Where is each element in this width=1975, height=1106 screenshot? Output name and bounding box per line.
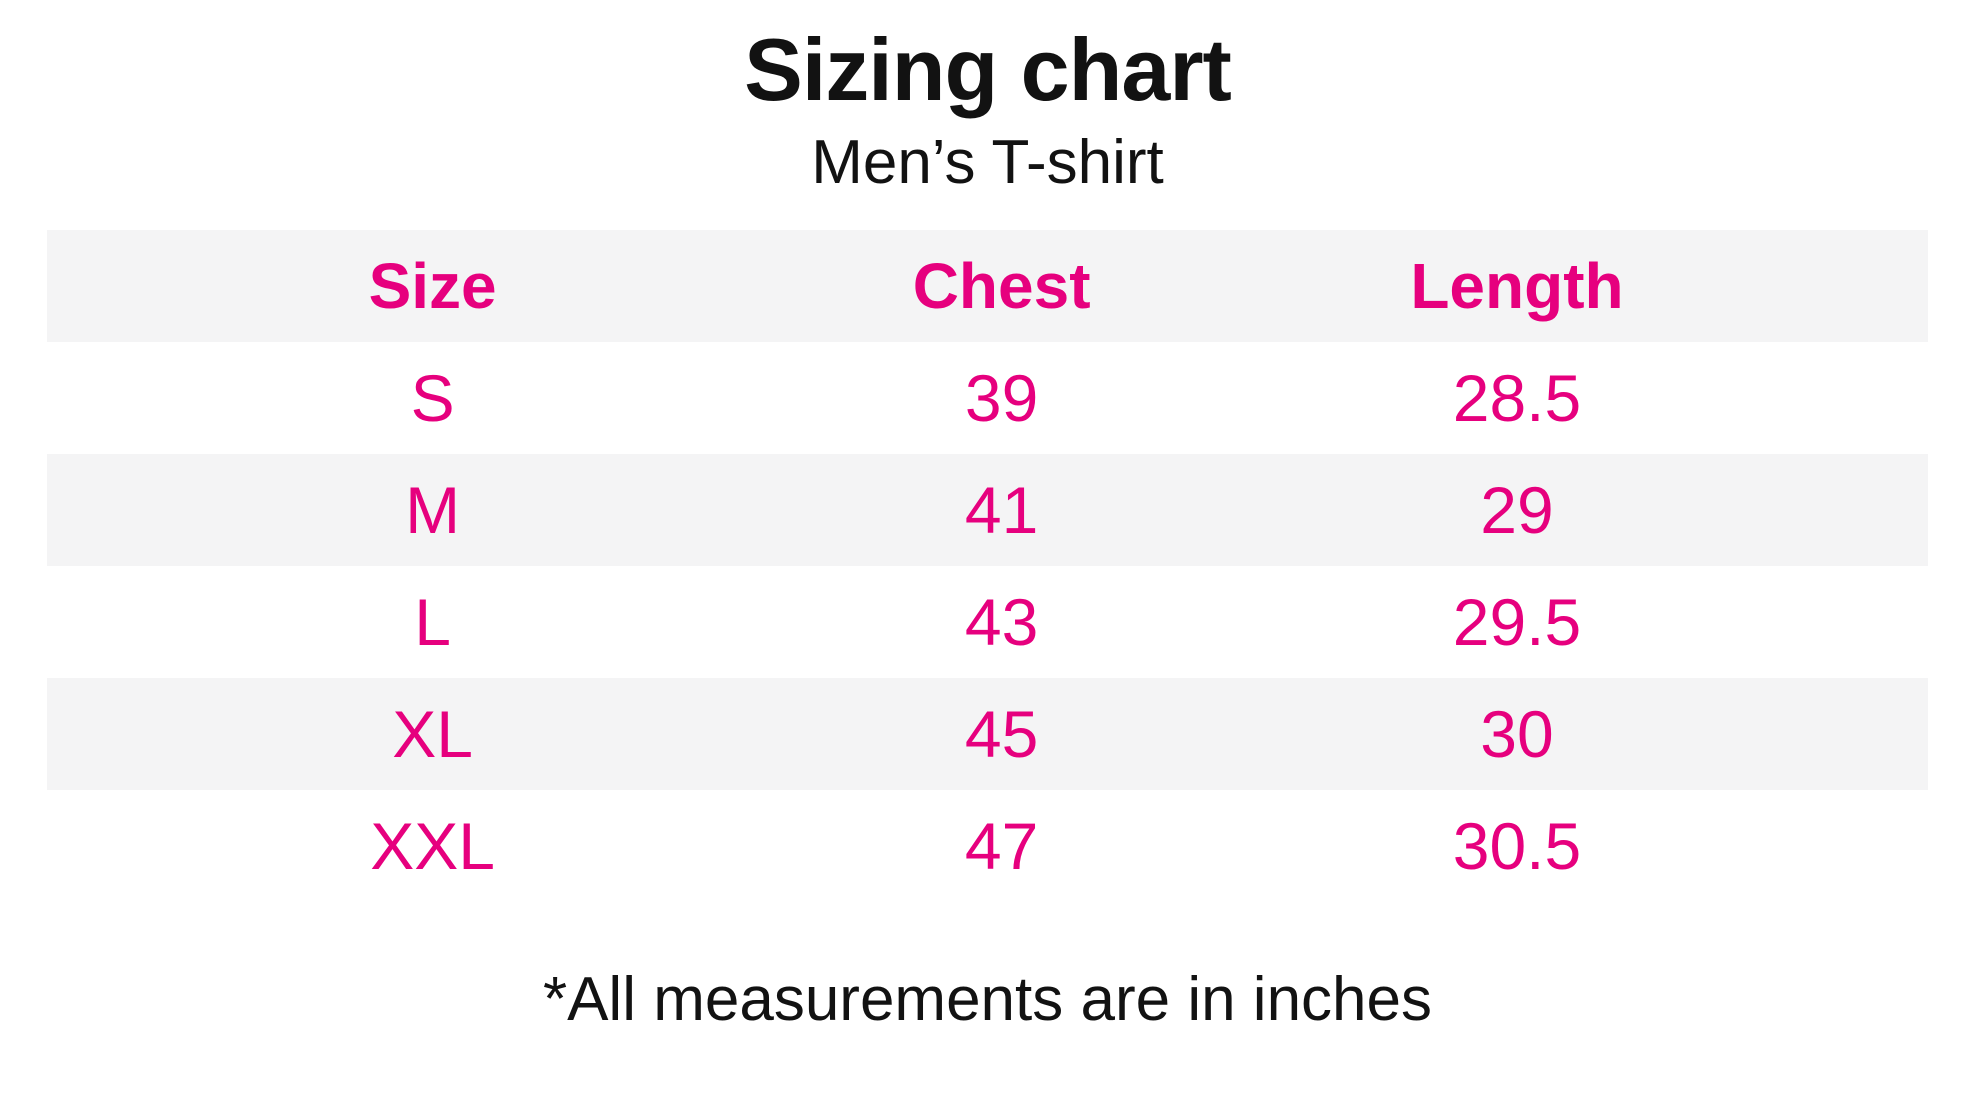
cell-length: 30 xyxy=(1480,697,1554,771)
table-row: L 43 29.5 xyxy=(47,566,1928,678)
table-row: M 41 29 xyxy=(47,454,1928,566)
cell-spacer xyxy=(1849,454,1928,566)
cell-chest: 43 xyxy=(964,585,1039,659)
cell-size: XL xyxy=(392,697,473,771)
cell-chest: 39 xyxy=(964,361,1039,435)
measurements-footnote: *All measurements are in inches xyxy=(542,965,1433,1034)
cell-spacer xyxy=(1849,566,1928,678)
sizing-table: Size Chest Length S 39 28.5 M 41 29 L 43 xyxy=(47,230,1928,902)
table-header-row: Size Chest Length xyxy=(47,230,1928,342)
cell-length: 29.5 xyxy=(1452,585,1582,659)
cell-size: L xyxy=(414,585,451,659)
cell-length: 29 xyxy=(1480,473,1554,547)
cell-spacer xyxy=(1849,790,1928,902)
page-title: Sizing chart xyxy=(744,20,1232,119)
cell-spacer xyxy=(1849,342,1928,454)
page-subtitle: Men’s T-shirt xyxy=(811,128,1164,197)
header-spacer xyxy=(1849,230,1928,342)
cell-size: M xyxy=(405,473,461,547)
cell-size: S xyxy=(410,361,455,435)
cell-chest: 41 xyxy=(964,473,1039,547)
column-header-size: Size xyxy=(368,250,497,322)
cell-chest: 47 xyxy=(964,809,1039,883)
table-row: XL 45 30 xyxy=(47,678,1928,790)
cell-length: 30.5 xyxy=(1452,809,1582,883)
cell-spacer xyxy=(1849,678,1928,790)
column-header-chest: Chest xyxy=(912,250,1091,322)
cell-chest: 45 xyxy=(964,697,1039,771)
cell-size: XXL xyxy=(370,809,495,883)
cell-length: 28.5 xyxy=(1452,361,1582,435)
column-header-length: Length xyxy=(1410,250,1624,322)
table-row: S 39 28.5 xyxy=(47,342,1928,454)
table-row: XXL 47 30.5 xyxy=(47,790,1928,902)
